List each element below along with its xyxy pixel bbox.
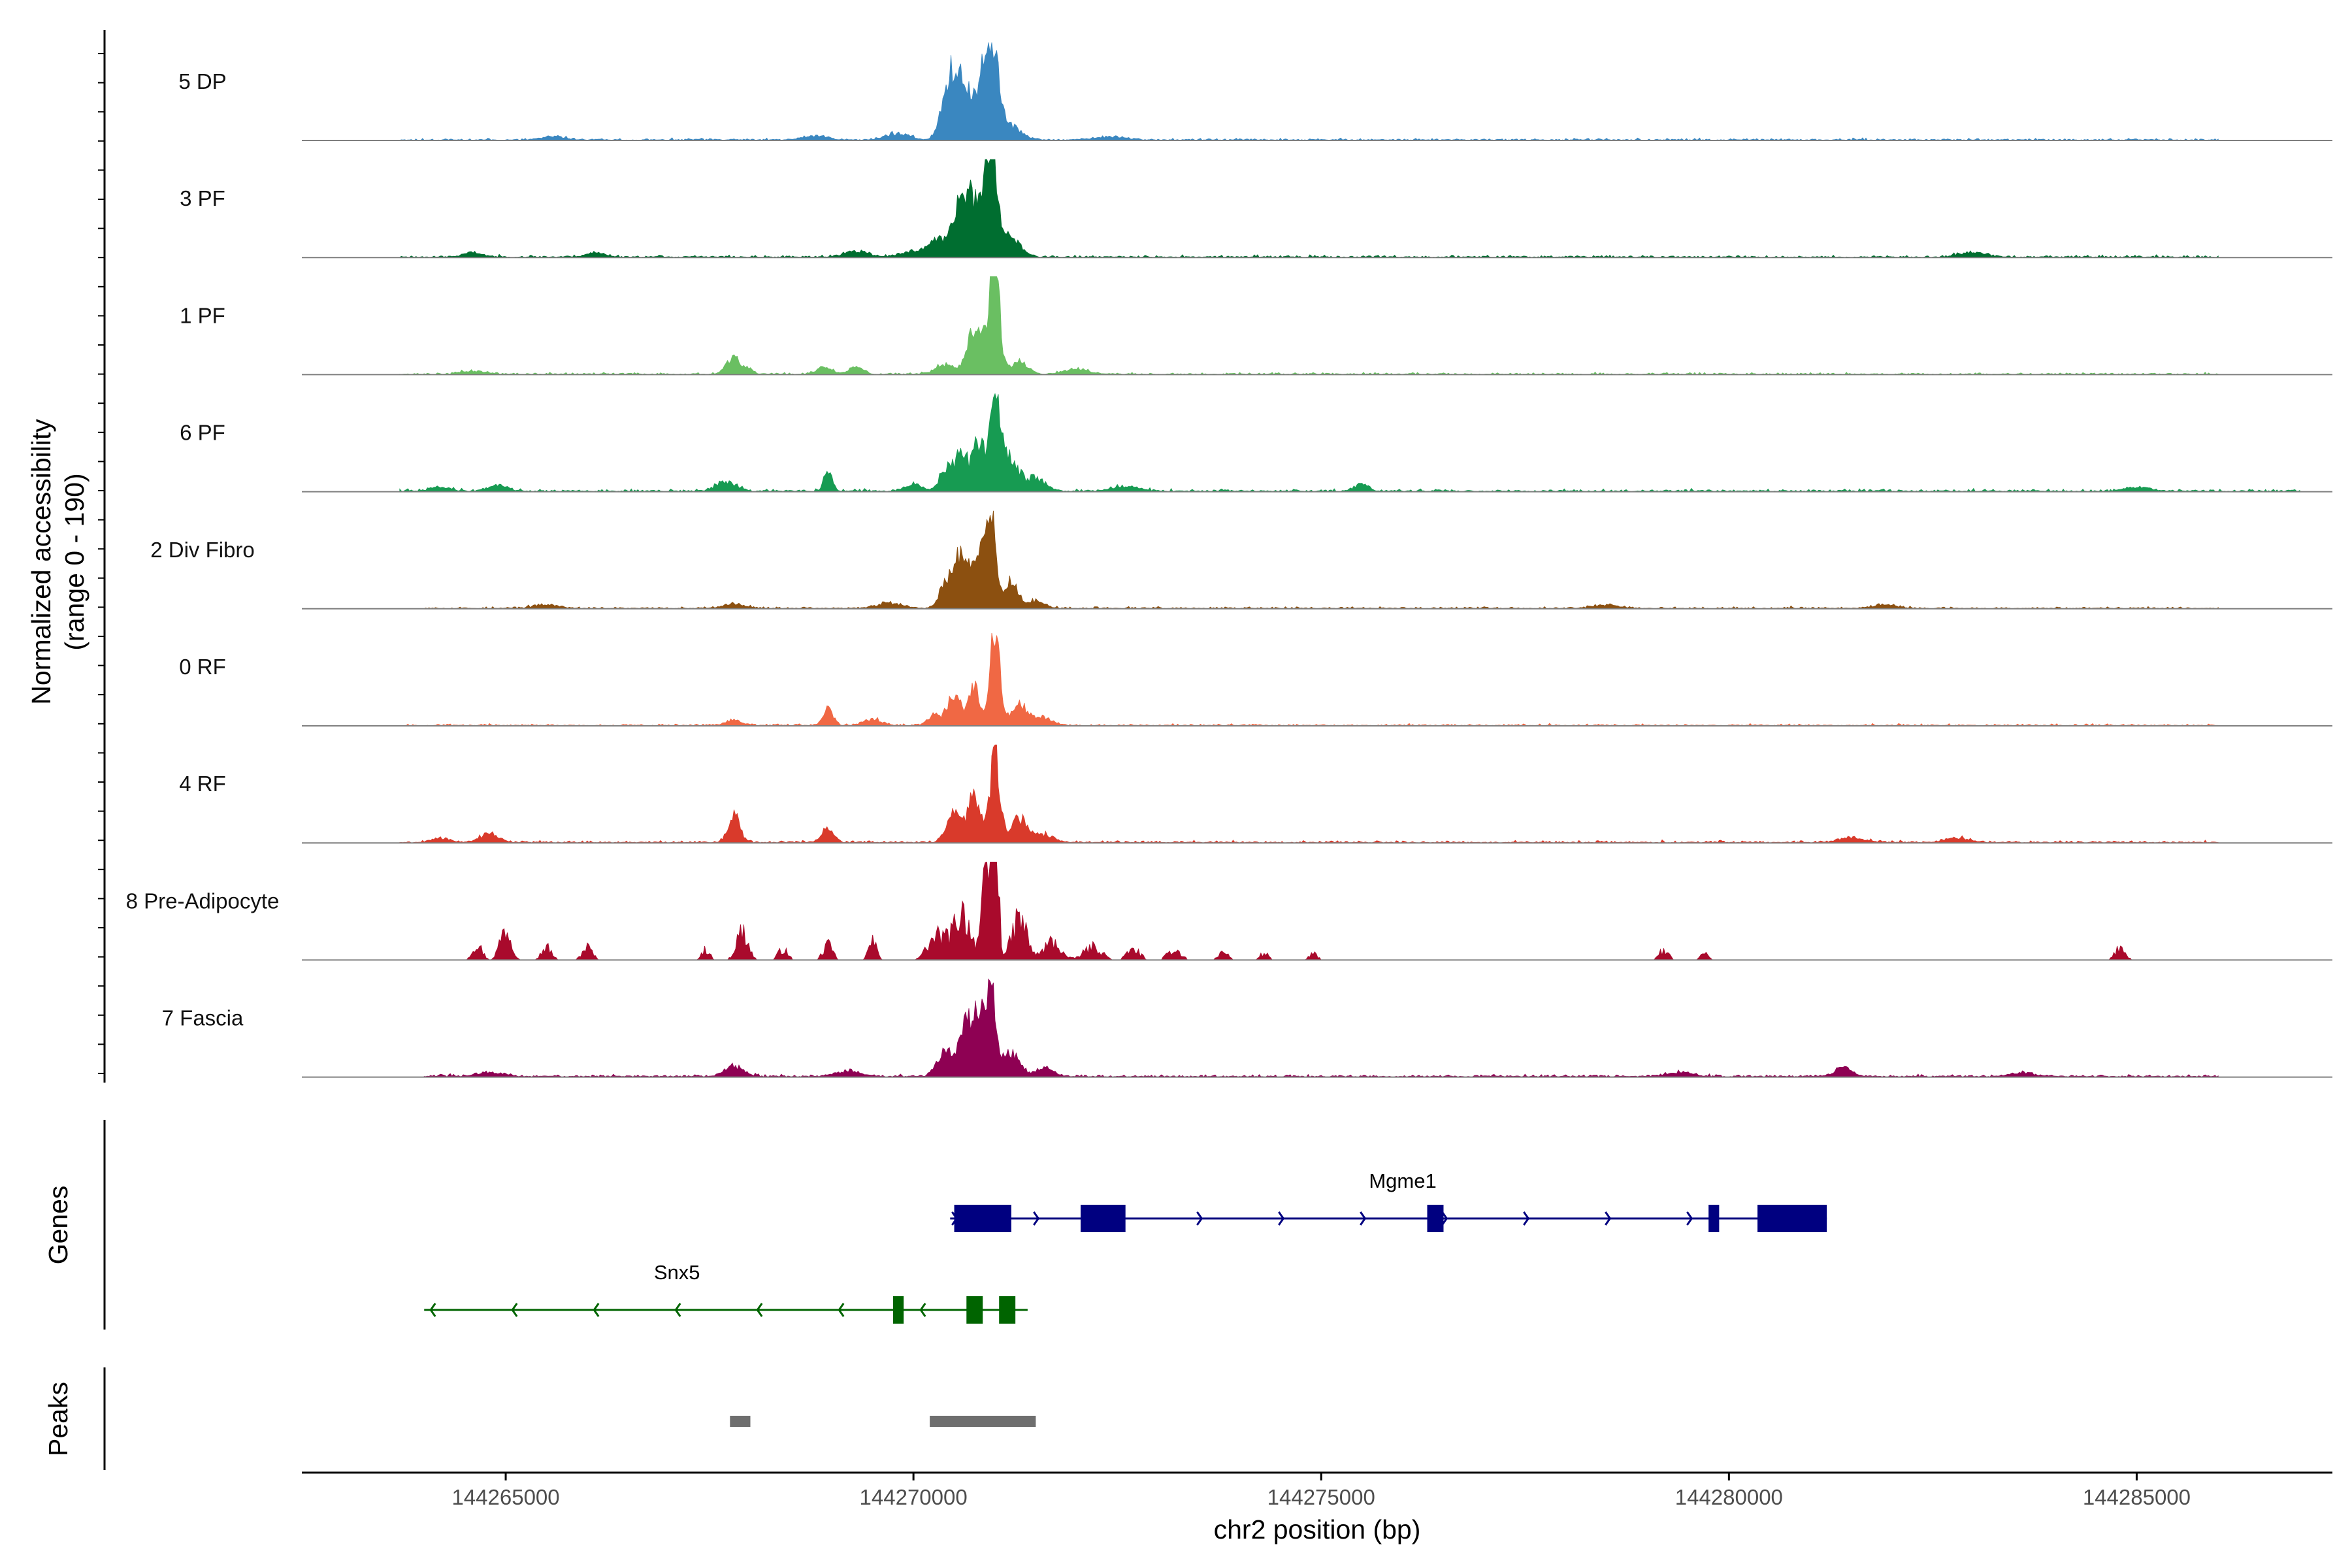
track-6-pf: 6 PF: [180, 393, 2332, 493]
strand-arrow: [919, 1303, 926, 1317]
strand-arrow: [756, 1303, 763, 1317]
strand-arrow: [1033, 1211, 1040, 1226]
gene-exon: [1427, 1205, 1444, 1232]
track-label: 1 PF: [180, 303, 225, 327]
x-axis-title: chr2 position (bp): [1214, 1514, 1421, 1544]
strand-arrow: [1441, 1211, 1448, 1226]
strand-arrow: [1360, 1211, 1367, 1226]
track-1-pf: 1 PF: [180, 276, 2332, 376]
gene-snx5: Snx5: [424, 1261, 1028, 1324]
x-tick-label: 144280000: [1675, 1485, 1783, 1509]
track-2-div-fibro: 2 Div Fibro: [150, 510, 2332, 610]
y-axis-title: Normalized accessibility: [26, 419, 56, 705]
coverage-y-minor-ticks: [98, 53, 105, 1074]
gene-exon: [1757, 1205, 1827, 1232]
gene-exon: [892, 1296, 904, 1324]
x-tick-label: 144270000: [860, 1485, 968, 1509]
track-label: 4 RF: [179, 772, 226, 796]
strand-arrow: [1605, 1211, 1612, 1226]
y-axis-title-range: (range 0 - 190): [59, 473, 90, 650]
genes-track-label: Genes: [43, 1186, 73, 1265]
gene-exon: [966, 1296, 983, 1324]
track-3-pf: 3 PF: [180, 159, 2332, 259]
peaks-track-label: Peaks: [43, 1382, 73, 1456]
gene-exon: [954, 1205, 1011, 1232]
track-label: 2 Div Fibro: [150, 538, 255, 562]
coverage-area: [423, 510, 2219, 610]
track-0-rf: 0 RF: [179, 632, 2332, 727]
gene-mgme1: Mgme1: [950, 1169, 1827, 1232]
peak-regions: [730, 1416, 1036, 1427]
gene-exon: [1708, 1205, 1720, 1232]
x-axis-ticks: 144265000 144270000 144275000 144280000 1442…: [451, 1473, 2191, 1509]
strand-arrow: [674, 1303, 681, 1317]
strand-arrow: [1686, 1211, 1693, 1226]
track-7-fascia: 7 Fascia: [162, 978, 2332, 1078]
coverage-area: [465, 861, 2145, 960]
track-label: 5 DP: [178, 69, 226, 93]
track-label: 3 PF: [180, 186, 225, 210]
strand-arrow: [1196, 1211, 1203, 1226]
coverage-area: [399, 42, 2219, 141]
strand-arrow: [511, 1303, 518, 1317]
gene-annotations: Mgme1 Snx5: [424, 1169, 1827, 1324]
coverage-area: [399, 276, 2219, 375]
strand-arrow: [1523, 1211, 1530, 1226]
track-label: 8 Pre-Adipocyte: [126, 889, 280, 913]
gene-name: Snx5: [654, 1261, 700, 1284]
peak-region: [730, 1416, 751, 1427]
coverage-area: [399, 744, 2219, 843]
x-tick-label: 144285000: [2083, 1485, 2191, 1509]
coverage-area: [399, 159, 2219, 258]
strand-arrow: [1278, 1211, 1285, 1226]
peak-region: [930, 1416, 1036, 1427]
track-label: 6 PF: [180, 421, 225, 445]
coverage-area: [399, 393, 2300, 493]
x-tick-label: 144265000: [451, 1485, 559, 1509]
gene-exon: [1081, 1205, 1126, 1232]
gene-name: Mgme1: [1369, 1169, 1436, 1192]
track-label: 0 RF: [179, 655, 226, 679]
track-8-pre-adipocyte: 8 Pre-Adipocyte: [126, 861, 2332, 961]
gene-exon: [999, 1296, 1016, 1324]
x-tick-label: 144275000: [1267, 1485, 1375, 1509]
coverage-area: [423, 978, 2219, 1078]
strand-arrow: [429, 1303, 436, 1317]
strand-arrow: [838, 1303, 845, 1317]
track-label: 7 Fascia: [162, 1006, 244, 1030]
coverage-area: [399, 632, 2219, 727]
track-4-rf: 4 RF: [179, 744, 2332, 844]
strand-arrow: [593, 1303, 600, 1317]
track-5-dp: 5 DP: [178, 42, 2332, 141]
coverage-tracks: 5 DP 3 PF 1 PF 6 PF 2 Div Fibro 0 RF 4 RF 8 Pre…: [126, 42, 2332, 1078]
